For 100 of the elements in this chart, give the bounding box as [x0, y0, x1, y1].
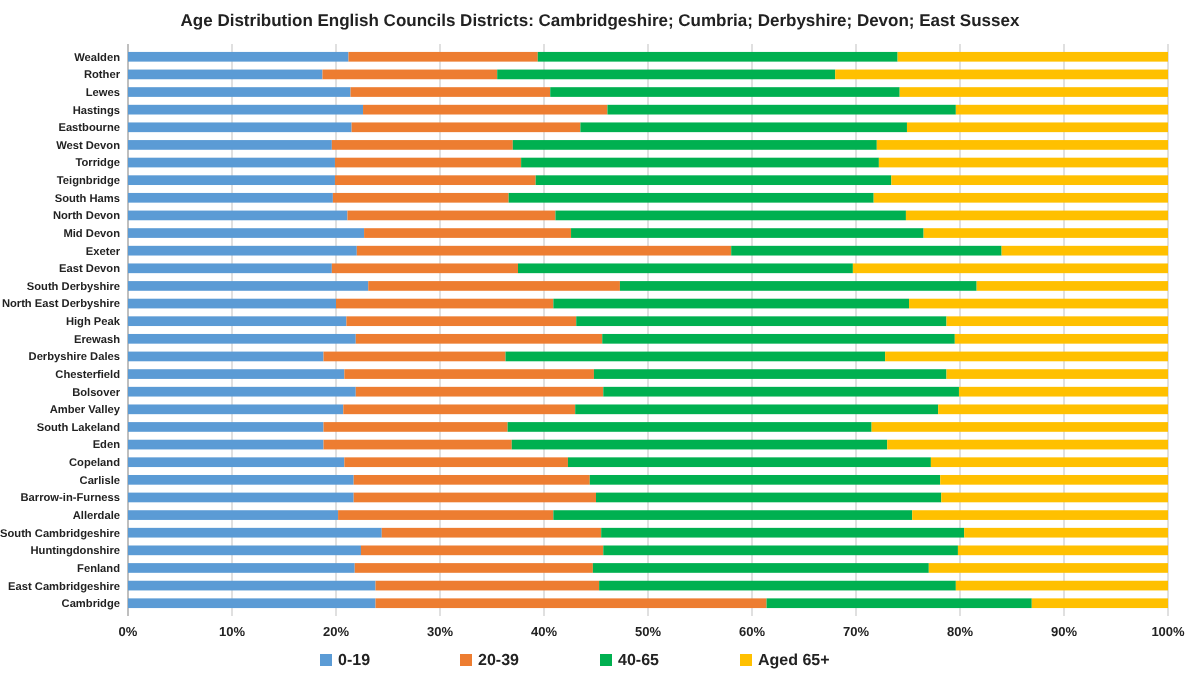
bar — [593, 369, 947, 379]
bar — [346, 316, 577, 327]
bar — [909, 298, 1168, 309]
bar — [878, 157, 1168, 168]
bar — [852, 263, 1168, 274]
bar — [381, 527, 602, 538]
bar — [128, 527, 382, 538]
bar — [331, 263, 518, 274]
bar — [128, 210, 348, 221]
bar — [592, 563, 929, 573]
bar — [906, 122, 1168, 133]
bar — [619, 281, 977, 291]
bar — [350, 87, 551, 97]
bar — [128, 228, 365, 238]
bar — [731, 245, 1002, 256]
bar — [518, 263, 853, 274]
bar — [511, 439, 888, 450]
bar — [958, 386, 1168, 397]
bar — [941, 492, 1168, 503]
legend-label: Aged 65+ — [758, 651, 831, 669]
bar — [940, 474, 1168, 485]
bar — [128, 404, 344, 415]
bar — [535, 175, 892, 186]
bar — [537, 51, 898, 62]
bar — [1001, 245, 1168, 256]
bar — [550, 87, 900, 97]
bar — [553, 510, 913, 520]
bar — [607, 104, 956, 115]
bar — [905, 210, 1168, 221]
legend-label: 20-39 — [478, 651, 521, 669]
bar — [599, 580, 956, 591]
bar — [348, 51, 538, 62]
bar — [928, 563, 1168, 573]
bar — [363, 104, 608, 115]
bar — [946, 316, 1168, 327]
bar — [507, 422, 872, 432]
bar — [353, 474, 590, 485]
bar — [964, 527, 1168, 538]
bar — [521, 157, 879, 168]
chart-title: Age Distribution English Councils Districts: Cambridgeshire; Cumbria; Derbyshire; Devon; East Sussex — [180, 10, 1020, 30]
bar — [360, 545, 604, 556]
bar — [344, 369, 594, 379]
bar — [364, 228, 572, 238]
bar — [871, 422, 1168, 432]
bar — [323, 422, 508, 432]
bar — [923, 228, 1168, 238]
bar — [343, 404, 576, 415]
bar — [336, 298, 554, 309]
bar — [375, 580, 600, 591]
bar — [575, 404, 939, 415]
bar — [876, 140, 1168, 150]
bar — [128, 263, 332, 274]
bar — [128, 122, 352, 133]
bar — [128, 580, 376, 591]
bar — [128, 87, 351, 97]
bar — [589, 474, 941, 485]
bar — [954, 333, 1168, 344]
bar — [912, 510, 1168, 520]
bar — [128, 175, 335, 186]
bar — [355, 386, 604, 397]
bar — [332, 192, 509, 203]
bar — [128, 245, 357, 256]
bar — [128, 351, 324, 362]
bar — [128, 51, 349, 62]
bar — [835, 69, 1168, 80]
bar — [873, 192, 1168, 203]
bar — [580, 122, 907, 133]
bar — [957, 545, 1168, 556]
bar — [891, 175, 1168, 186]
bar — [353, 492, 596, 503]
bar — [899, 87, 1168, 97]
bar — [128, 316, 347, 327]
bar — [322, 69, 498, 80]
bar — [976, 281, 1168, 291]
bar — [323, 351, 506, 362]
bar — [128, 598, 376, 609]
bar — [128, 157, 335, 168]
bar — [344, 457, 568, 468]
bar — [128, 140, 332, 150]
bar — [553, 298, 910, 309]
bar — [128, 510, 339, 520]
bar — [128, 298, 336, 309]
bar — [946, 369, 1168, 379]
bar — [576, 316, 947, 327]
bar — [1031, 598, 1168, 609]
bar — [596, 492, 942, 503]
bar — [334, 157, 522, 168]
legend-label: 0-19 — [338, 651, 372, 669]
bar — [497, 69, 836, 80]
bar — [128, 474, 354, 485]
bar — [128, 104, 364, 115]
bar — [128, 439, 324, 450]
bar — [603, 386, 959, 397]
bar — [508, 192, 874, 203]
bar — [128, 457, 345, 468]
bar — [368, 281, 620, 291]
bar — [128, 492, 354, 503]
bar — [571, 228, 924, 238]
bar — [512, 140, 877, 150]
bar — [331, 140, 513, 150]
